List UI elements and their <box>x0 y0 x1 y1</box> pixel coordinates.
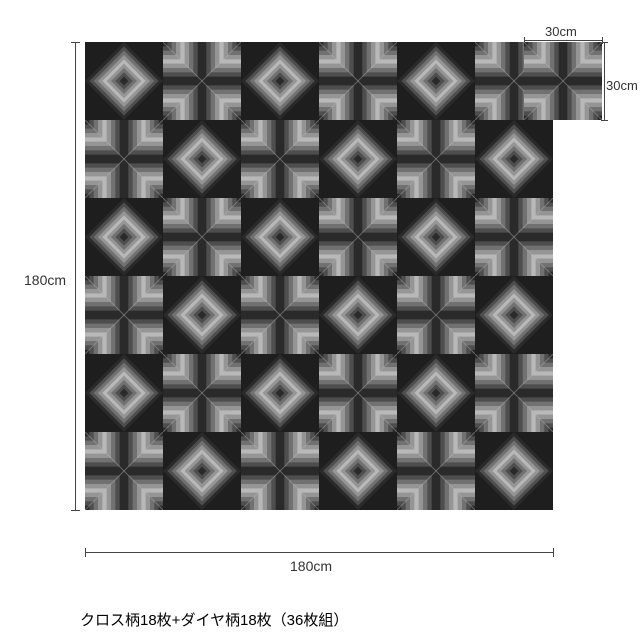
tile-diamond <box>163 276 241 354</box>
tile-diamond <box>241 198 319 276</box>
tile-diamond <box>241 42 319 120</box>
tile-diamond <box>475 432 553 510</box>
tile-cross <box>319 354 397 432</box>
tile-diamond <box>319 120 397 198</box>
dim-bottom-cap-l <box>85 548 86 557</box>
tile-cross <box>163 198 241 276</box>
preview-dim-top <box>524 40 602 41</box>
tile-diamond <box>85 354 163 432</box>
dim-left-label: 180cm <box>24 272 66 288</box>
tile-cross <box>319 42 397 120</box>
preview-dim-right <box>604 42 605 120</box>
preview-dim-right-cap-b <box>601 120 608 121</box>
tile-diamond <box>397 198 475 276</box>
tile-cross <box>397 120 475 198</box>
dim-left-cap-top <box>71 42 80 43</box>
tile-diamond <box>397 354 475 432</box>
tile-diamond <box>319 276 397 354</box>
tile-cross <box>475 354 553 432</box>
tile-diamond <box>397 42 475 120</box>
tile-diamond <box>163 120 241 198</box>
tile-cross <box>163 354 241 432</box>
tile-cross <box>85 120 163 198</box>
tile-cross <box>241 120 319 198</box>
preview-top-label: 30cm <box>545 24 577 39</box>
tile-cross <box>163 42 241 120</box>
tile-cross <box>85 276 163 354</box>
tile-diamond <box>319 432 397 510</box>
preview-tile <box>524 42 602 120</box>
tile-diamond <box>85 198 163 276</box>
dim-left-line <box>75 42 76 510</box>
tile-cross <box>241 276 319 354</box>
tile-cross <box>241 432 319 510</box>
dim-left-cap-bot <box>71 510 80 511</box>
tile-diamond <box>163 432 241 510</box>
dim-bottom-label: 180cm <box>290 558 332 574</box>
tile-diamond <box>85 42 163 120</box>
tile-cross <box>85 432 163 510</box>
tile-cross <box>475 198 553 276</box>
tile-cross <box>319 198 397 276</box>
dim-bottom-cap-r <box>553 548 554 557</box>
tile-diamond <box>475 276 553 354</box>
dim-bottom-line <box>85 552 553 553</box>
caption-text: クロス柄18枚+ダイヤ柄18枚（36枚組） <box>80 609 348 630</box>
tile-diamond <box>475 120 553 198</box>
tile-cross <box>397 432 475 510</box>
tile-diamond <box>241 354 319 432</box>
tile-cross <box>397 276 475 354</box>
preview-dim-right-cap-t <box>601 42 608 43</box>
preview-right-label: 30cm <box>606 78 638 93</box>
